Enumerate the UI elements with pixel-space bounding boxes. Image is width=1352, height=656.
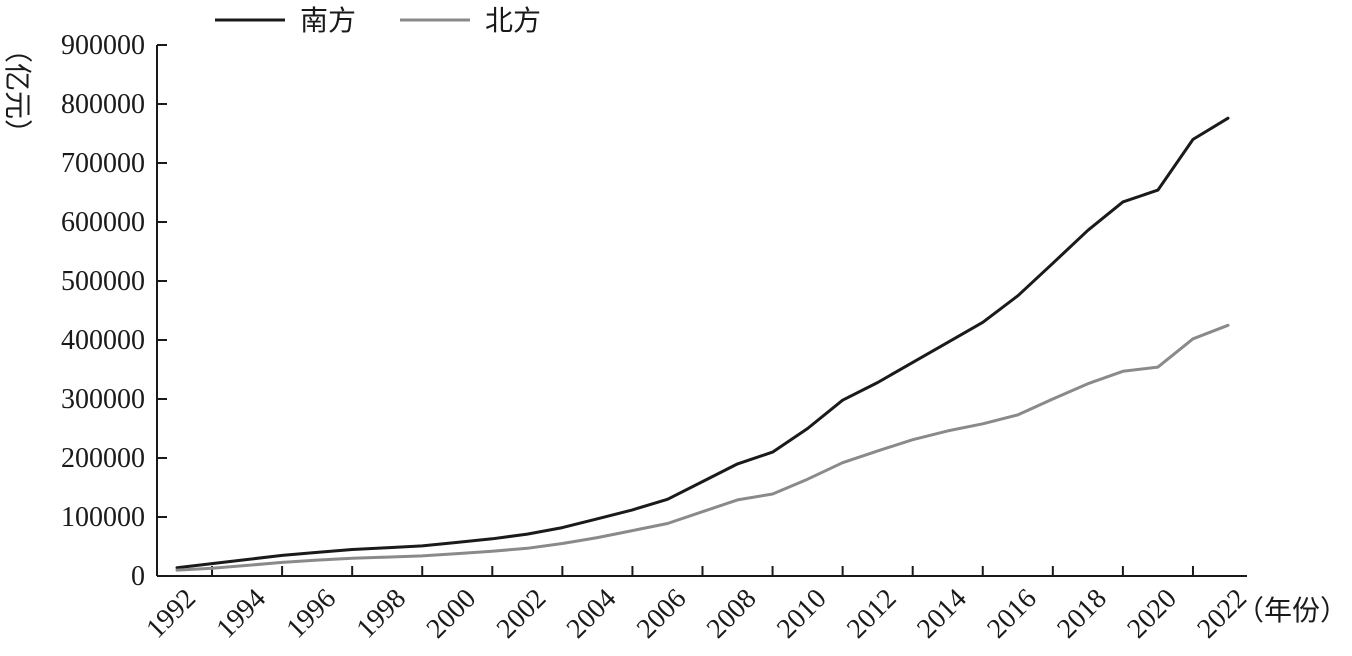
series-line-north — [175, 323, 1230, 572]
x-tick-label: 1992 — [140, 583, 202, 645]
y-tick-label: 800000 — [61, 89, 145, 120]
y-tick-label: 600000 — [61, 207, 145, 238]
x-tick-label: 2014 — [911, 583, 973, 645]
y-tick-label: 500000 — [61, 266, 145, 297]
x-tick-label: 2020 — [1121, 583, 1183, 645]
legend-label-south: 南方 — [300, 4, 356, 37]
x-axis-unit-label: （年份） — [1236, 594, 1348, 627]
x-tick-label: 2000 — [421, 583, 483, 645]
legend: 南方 北方 — [215, 4, 541, 37]
y-tick-label: 100000 — [61, 502, 145, 533]
x-tick-label: 1998 — [351, 583, 413, 645]
y-tick-label: 700000 — [61, 148, 145, 179]
x-tick-label: 2018 — [1051, 583, 1113, 645]
legend-label-north: 北方 — [485, 4, 541, 37]
y-tick-label: 200000 — [61, 443, 145, 474]
x-tick-label: 2002 — [491, 583, 553, 645]
series-layer — [175, 116, 1230, 572]
x-tick-label: 2016 — [981, 583, 1043, 645]
x-tick-label: 2010 — [771, 583, 833, 645]
x-tick-label: 2006 — [631, 583, 693, 645]
y-axis-unit-label: （亿元） — [1, 35, 34, 147]
x-axis: 1992 1994 1996 1998 2000 2002 2004 2006 2008 2010… — [140, 566, 1253, 645]
x-tick-label: 1996 — [281, 583, 343, 645]
x-tick-label: 2004 — [561, 583, 623, 645]
x-tick-label: 2022 — [1191, 583, 1253, 645]
series-line-south — [175, 116, 1230, 570]
y-axis: 0 100000 200000 300000 400000 500000 600000 700… — [61, 30, 167, 592]
x-tick-label: 2012 — [841, 583, 903, 645]
x-tick-label: 2008 — [701, 583, 763, 645]
y-tick-label: 400000 — [61, 325, 145, 356]
y-tick-label: 0 — [131, 561, 145, 592]
x-tick-label: 1994 — [210, 583, 272, 645]
y-tick-label: 300000 — [61, 384, 145, 415]
y-tick-label: 900000 — [61, 30, 145, 61]
